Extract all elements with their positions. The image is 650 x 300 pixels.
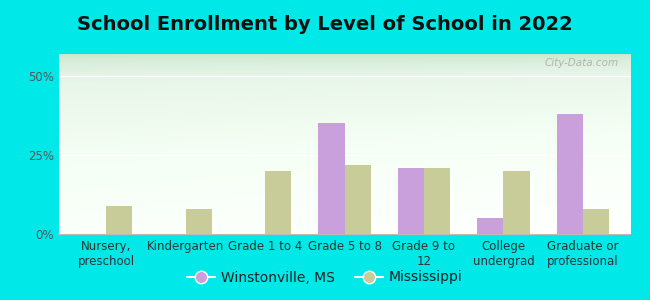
- Legend: Winstonville, MS, Mississippi: Winstonville, MS, Mississippi: [182, 265, 468, 290]
- Bar: [318, 124, 344, 234]
- Bar: [424, 168, 450, 234]
- Bar: [265, 171, 291, 234]
- Bar: [398, 168, 424, 234]
- Bar: [186, 209, 212, 234]
- Text: City-Data.com: City-Data.com: [545, 58, 619, 68]
- Bar: [556, 114, 583, 234]
- Bar: [477, 218, 503, 234]
- Bar: [344, 164, 370, 234]
- Bar: [503, 171, 530, 234]
- Bar: [583, 209, 609, 234]
- Bar: [106, 206, 133, 234]
- Text: School Enrollment by Level of School in 2022: School Enrollment by Level of School in …: [77, 15, 573, 34]
